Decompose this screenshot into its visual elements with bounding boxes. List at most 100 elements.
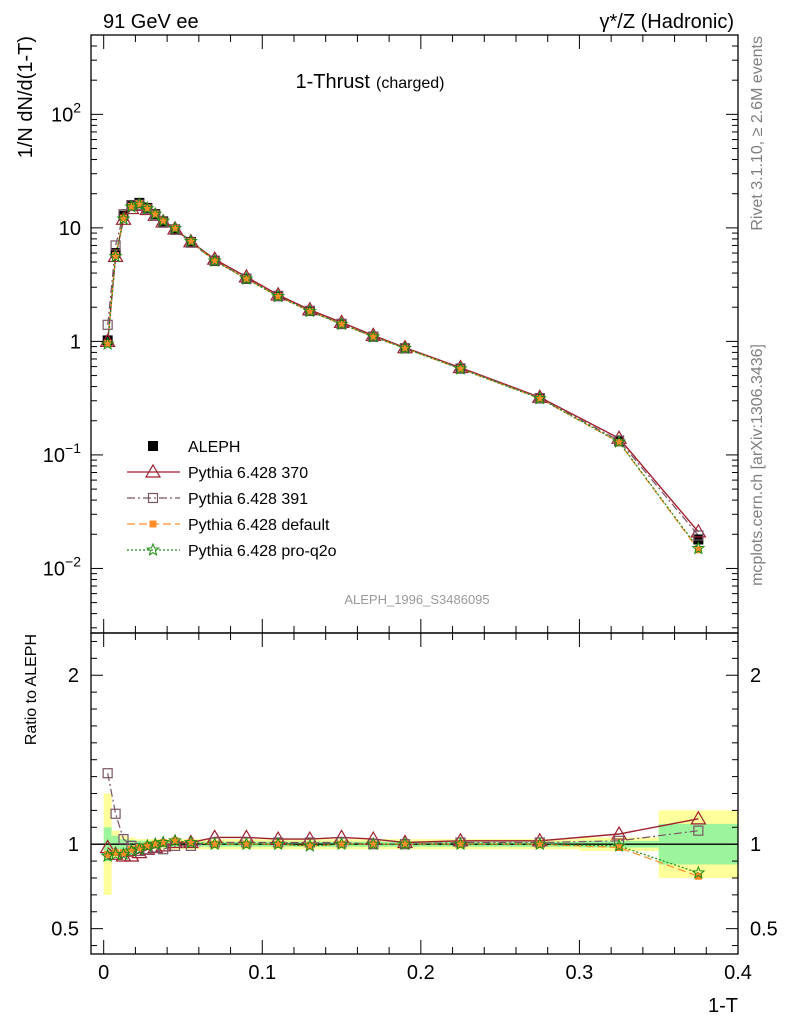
energy-label: 91 GeV ee	[103, 11, 199, 33]
ratio-point-proq2o	[612, 838, 627, 852]
mc-point-proq2o	[116, 211, 131, 225]
ratio-point-default	[242, 840, 250, 848]
x-tick-label: 0.2	[407, 962, 435, 984]
mc-point-default	[171, 224, 179, 232]
mc-point-default	[306, 307, 314, 315]
mc-point-p391	[693, 530, 704, 541]
ratio-point-default	[456, 840, 464, 848]
mc-point-proq2o	[366, 329, 381, 343]
mc-point-default	[694, 546, 702, 554]
y-tick-label: 10−2	[43, 553, 81, 580]
mc-point-default	[338, 320, 346, 328]
mc-point-proq2o	[156, 213, 171, 227]
mc-point-default	[369, 333, 377, 341]
ratio-point-p391	[118, 834, 129, 845]
mc-point-default	[211, 257, 219, 265]
ratio-point-p391	[399, 839, 411, 850]
mc-point-proq2o	[532, 391, 547, 405]
process-label: γ*/Z (Hadronic)	[600, 11, 734, 33]
ratio-point-default	[306, 842, 314, 850]
ratio-point-default	[615, 844, 623, 852]
y-tick-label: 1	[70, 331, 81, 353]
legend-marker-p391	[147, 492, 159, 504]
mc-point-default	[112, 252, 120, 260]
ratio-y-tick-label-right: 2	[750, 665, 761, 687]
mc-point-default	[242, 275, 250, 283]
mc-point-proq2o	[132, 197, 147, 211]
legend-marker-data	[148, 441, 158, 451]
mc-point-default	[151, 210, 159, 218]
legend-marker-default	[149, 520, 157, 528]
legend-label-data: ALEPH	[188, 439, 240, 456]
x-tick-label: 0.3	[566, 962, 594, 984]
mc-point-p391	[368, 331, 379, 342]
ratio-point-default	[159, 838, 167, 846]
mc-point-proq2o	[691, 541, 706, 555]
ratio-point-default	[536, 840, 544, 848]
y-tick-label: 10	[59, 218, 81, 240]
mc-point-proq2o	[124, 199, 139, 213]
legend-label-default: Pythia 6.428 default	[188, 517, 330, 534]
mc-point-default	[456, 365, 464, 373]
ratio-point-default	[338, 840, 346, 848]
mc-point-proq2o	[271, 289, 286, 303]
ratio-point-proq2o	[397, 836, 412, 851]
mc-point-default	[127, 202, 135, 210]
x-tick-label: 0.4	[724, 962, 752, 984]
mc-point-default	[401, 344, 409, 352]
site-label: mcplots.cern.ch [arXiv:1306.3436]	[749, 344, 766, 586]
ratio-point-default	[274, 840, 282, 848]
mc-point-proq2o	[453, 361, 468, 375]
mc-point-proq2o	[100, 336, 115, 350]
ratio-point-proq2o	[183, 835, 198, 849]
mc-point-proq2o	[302, 303, 317, 318]
ratio-point-proq2o	[302, 838, 317, 852]
ratio-point-default	[369, 840, 377, 848]
analysis-id: ALEPH_1996_S3486095	[344, 592, 489, 607]
mc-point-proq2o	[168, 220, 183, 235]
series-line-proq2o	[107, 203, 699, 549]
ratio-point-p391	[102, 768, 113, 779]
ratio-y-tick-label: 0.5	[51, 919, 79, 941]
mc-point-default	[135, 200, 143, 208]
mc-point-proq2o	[207, 253, 222, 267]
x-tick-label: 0.1	[248, 962, 276, 984]
series-line-p391	[107, 204, 699, 536]
mc-point-proq2o	[148, 206, 163, 221]
ratio-point-default	[143, 842, 151, 850]
ratio-point-default	[104, 850, 112, 858]
series-line-p370	[107, 204, 699, 533]
ratio-point-p370	[690, 810, 707, 825]
legend-marker-p370	[144, 463, 162, 478]
x-tick-label: 0	[98, 962, 109, 984]
mc-point-default	[187, 237, 195, 245]
mc-point-default	[536, 395, 544, 403]
mc-point-default	[159, 217, 167, 225]
mc-point-default	[104, 339, 112, 347]
mc-point-proq2o	[108, 249, 123, 263]
mc-point-proq2o	[183, 234, 198, 248]
mc-point-proq2o	[239, 271, 254, 285]
ratio-point-proq2o	[239, 836, 254, 851]
mc-point-proq2o	[140, 201, 155, 215]
ratio-point-proq2o	[453, 836, 468, 851]
ratio-y-tick-label: 1	[68, 834, 79, 856]
ratio-point-proq2o	[168, 833, 183, 847]
ratio-point-default	[112, 849, 120, 857]
ratio-point-proq2o	[532, 836, 547, 851]
ratio-point-p391	[368, 839, 379, 850]
mc-point-default	[120, 214, 128, 222]
ratio-point-p391	[110, 808, 121, 819]
ratio-point-default	[135, 844, 143, 852]
ratio-point-default	[120, 849, 128, 857]
ratio-point-default	[401, 840, 409, 848]
y-axis-label: 1/N dN/d(1-T)	[15, 36, 37, 158]
ratio-point-proq2o	[156, 835, 171, 849]
ratio-panel: 0.5 0.5 1 1 2 2 0 0.1 0.2 0.3 0.4	[51, 632, 778, 984]
y-tick-label: 10−1	[43, 440, 81, 467]
ratio-point-proq2o	[116, 846, 131, 861]
ratio-point-proq2o	[691, 865, 706, 879]
ratio-y-axis-label: Ratio to ALEPH	[23, 634, 40, 745]
legend: ALEPH Pythia 6.428 370 Pythia 6.428 391 Pyt…	[127, 439, 337, 560]
